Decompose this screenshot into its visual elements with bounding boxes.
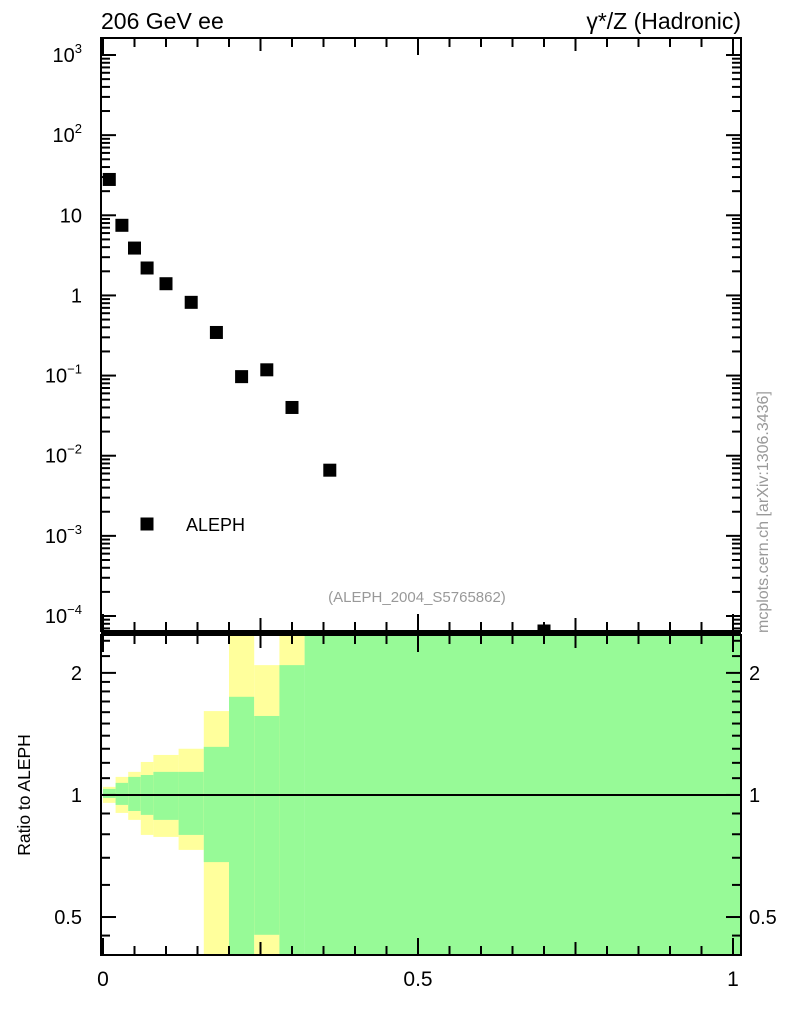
ratio-y-tick-label-left: 0.5 (54, 907, 82, 929)
data-point-marker (115, 218, 129, 232)
ratio-y-tick-label-right: 0.5 (749, 907, 777, 929)
y-axis-tick-label: 10−3 (45, 522, 82, 548)
band-green-bin (203, 746, 229, 863)
main-panel-frame (100, 37, 742, 632)
data-point-marker (537, 624, 551, 633)
data-point-marker (102, 172, 116, 186)
y-axis-tick-label: 10−1 (45, 362, 82, 388)
legend: ALEPH (140, 515, 245, 535)
ratio-y-tick-label-right: 1 (749, 785, 760, 807)
y-axis-tick-label: 1 (71, 285, 82, 307)
band-green-bin (229, 696, 255, 954)
analysis-id-watermark: (ALEPH_2004_S5765862) (328, 589, 506, 606)
title-right: γ*/Z (Hadronic) (586, 8, 741, 34)
y-axis-tick-label: 102 (53, 121, 82, 147)
x-axis-tick-label: 0 (97, 968, 109, 991)
y-axis-tick-label: 10−2 (45, 442, 82, 468)
data-point-marker (140, 261, 154, 275)
band-green-bin (254, 715, 280, 935)
band-green-bin (178, 771, 204, 835)
ratio-y-tick-label-left: 1 (71, 785, 82, 807)
band-green-bin (103, 788, 116, 798)
ratio-y-axis-title: Ratio to ALEPH (14, 734, 34, 856)
band-green-bin (128, 776, 141, 811)
legend-marker-square (140, 517, 154, 531)
ratio-y-axis-labels: 2 2 1 1 0.5 0.5 (54, 663, 777, 929)
band-green-bin (279, 665, 305, 954)
data-point-marker (209, 325, 223, 339)
band-green-bin (115, 782, 129, 805)
data-point-marker (285, 400, 299, 414)
y-axis-tick-label: 10 (60, 205, 82, 227)
data-point-marker (260, 363, 274, 377)
x-axis-tick-label: 1 (727, 968, 739, 991)
panel-junction-bar (101, 630, 741, 636)
data-point-marker (323, 463, 337, 477)
x-axis-tick-label: 0.5 (403, 968, 432, 991)
data-point-marker (128, 241, 141, 255)
x-axis-labels: 0 0.5 1 (97, 968, 739, 991)
data-series-aleph (102, 172, 551, 633)
data-point-marker (235, 370, 249, 384)
data-point-marker (159, 277, 173, 291)
y-axis-tick-label: 103 (53, 41, 82, 67)
y-axis-tick-label: 10−4 (45, 602, 82, 628)
legend-label: ALEPH (186, 515, 245, 535)
axis-ticks (102, 39, 740, 954)
title-left: 206 GeV ee (101, 8, 224, 34)
ratio-y-tick-label-left: 2 (71, 663, 82, 685)
data-point-marker (184, 295, 198, 309)
ratio-y-tick-label-right: 2 (749, 663, 760, 685)
mcplots-arxiv-watermark: mcplots.cern.ch [arXiv:1306.3436] (755, 391, 772, 633)
